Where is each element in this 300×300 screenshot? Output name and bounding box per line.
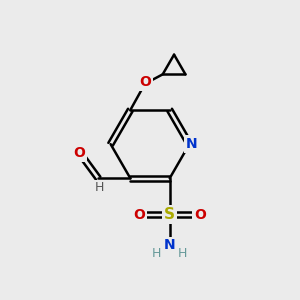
Text: N: N xyxy=(164,238,176,252)
Text: O: O xyxy=(139,75,151,89)
Text: O: O xyxy=(73,146,85,160)
Text: H: H xyxy=(178,247,188,260)
Text: H: H xyxy=(152,247,161,260)
Text: S: S xyxy=(164,207,175,222)
Text: O: O xyxy=(194,208,206,222)
Text: O: O xyxy=(134,208,146,222)
Text: N: N xyxy=(186,137,197,151)
Text: H: H xyxy=(95,181,104,194)
